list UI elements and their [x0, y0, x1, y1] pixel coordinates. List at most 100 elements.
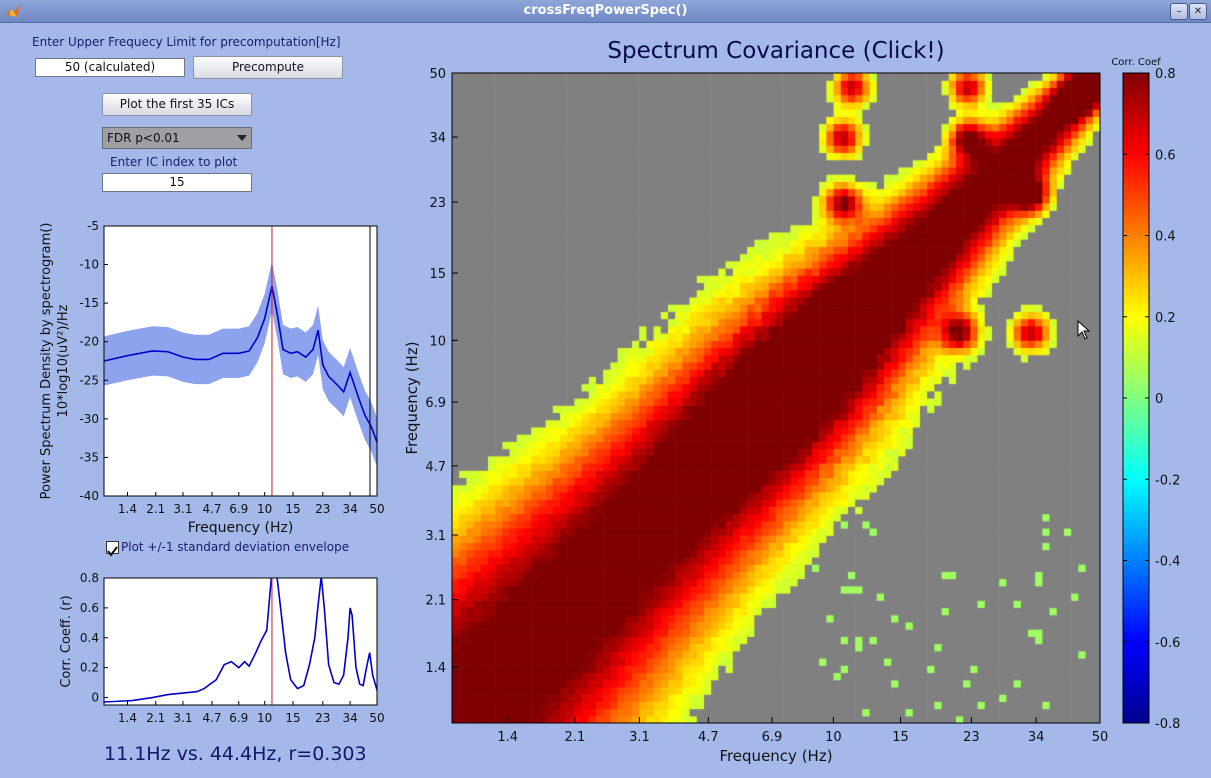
corr-x-tick-label: 2.1 — [146, 711, 165, 725]
fdr-select-value: FDR p<0.01 — [107, 131, 180, 145]
psd-plot[interactable]: 1.4 2.1 3.1 4.7 6.9 10 15 23 34 50 -5 -10 -15 -20 -25 -… — [0, 210, 395, 540]
colorbar-label: Corr. Coef — [1111, 57, 1161, 68]
heatmap-x-tick-label: 4.7 — [698, 730, 719, 745]
heatmap-y-axis-label: Frequency (Hz) — [403, 341, 421, 454]
corr-x-tick-label: 23 — [315, 711, 330, 725]
psd-y-tick-label: -20 — [79, 335, 99, 349]
psd-x-tick-label: 34 — [342, 502, 357, 516]
heatmap-y-tick-label: 3.1 — [425, 529, 446, 544]
window-title: crossFreqPowerSpec() — [523, 3, 688, 18]
heatmap-y-tick-label: 2.1 — [425, 594, 446, 609]
psd-x-tick-label: 10 — [257, 502, 272, 516]
corr-x-tick-label: 34 — [342, 711, 357, 725]
minimize-button[interactable]: – — [1170, 3, 1188, 20]
heatmap-y-tick-label: 1.4 — [425, 661, 446, 676]
heatmap-x-tick-label: 15 — [892, 730, 909, 745]
psd-y-tick-label: -15 — [79, 296, 99, 310]
corr-x-tick-label: 3.1 — [173, 711, 192, 725]
heatmap-x-tick-label: 50 — [1092, 730, 1109, 745]
psd-frame — [103, 225, 378, 497]
heatmap-x-tick-label: 3.1 — [629, 730, 650, 745]
upper-limit-input[interactable]: 50 (calculated) — [35, 58, 185, 77]
status-text: 11.1Hz vs. 44.4Hz, r=0.303 — [104, 743, 367, 765]
window-titlebar: crossFreqPowerSpec() – ✕ — [0, 0, 1211, 23]
psd-y-tick-label: -10 — [79, 258, 99, 272]
psd-y-tick-label: -40 — [79, 489, 99, 503]
corr-axes-box — [103, 577, 378, 706]
spectrum-covariance-plot[interactable]: Spectrum Covariance (Click!) 1.4 2.1 3.1 4.7… — [395, 28, 1211, 773]
corr-frame — [103, 577, 378, 706]
psd-x-axis-label: Frequency (Hz) — [188, 520, 294, 536]
psd-x-tick-label: 50 — [369, 502, 384, 516]
colorbar-tick-label: -0.4 — [1155, 555, 1180, 570]
psd-y-tick-label: -25 — [79, 373, 99, 387]
colorbar-tick-label: 0.2 — [1155, 311, 1176, 326]
heatmap-image — [452, 73, 1100, 723]
corr-series-line — [104, 578, 377, 703]
psd-x-tick-label: 3.1 — [173, 502, 192, 516]
psd-y-axis-label-1: Power Spectrum Density by spectrogram() — [39, 223, 54, 500]
heatmap-y-tick-label: 50 — [429, 67, 446, 82]
heatmap-x-tick-label: 34 — [1028, 730, 1045, 745]
psd-sd-envelope — [104, 261, 377, 467]
psd-y-tick-label: -5 — [87, 219, 99, 233]
plot-first-ics-button[interactable]: Plot the first 35 ICs — [102, 93, 252, 116]
corr-x-tick-label: 15 — [285, 711, 300, 725]
fdr-select[interactable]: FDR p<0.01 — [102, 127, 252, 149]
heatmap-x-tick-label: 2.1 — [565, 730, 586, 745]
chevron-down-icon — [237, 135, 247, 141]
corr-plot[interactable]: 1.4 2.1 3.1 4.7 6.9 10 15 23 34 50 0.8 0.6 0.4 0.2 0 Co… — [0, 560, 395, 730]
heatmap-y-tick-label: 4.7 — [425, 460, 446, 475]
psd-series-line — [103, 285, 378, 443]
upper-limit-label: Enter Upper Frequecy Limit for precomput… — [32, 35, 341, 49]
psd-x-tick-label: 4.7 — [202, 502, 221, 516]
psd-y-axis-label-2: 10*log10(uV²)/Hz — [56, 304, 71, 417]
corr-x-tick-label: 6.9 — [229, 711, 248, 725]
heatmap-canvas[interactable] — [452, 73, 1100, 723]
corr-x-tick-label: 10 — [257, 711, 272, 725]
corr-y-tick-label: 0.4 — [80, 631, 99, 645]
corr-y-tick-label: 0.6 — [80, 601, 99, 615]
heatmap-title: Spectrum Covariance (Click!) — [607, 38, 944, 64]
colorbar-tick-label: -0.8 — [1155, 717, 1180, 732]
colorbar-tick-label: 0.4 — [1155, 230, 1176, 245]
heatmap-y-tick-label: 23 — [429, 196, 446, 211]
envelope-label: Plot +/-1 standard deviation envelope — [121, 540, 350, 554]
colorbar-tick-label: 0 — [1155, 392, 1163, 407]
colorbar-tick-label: -0.6 — [1155, 636, 1180, 651]
psd-x-tick-label: 1.4 — [118, 502, 137, 516]
heatmap-x-tick-label: 6.9 — [762, 730, 783, 745]
corr-y-tick-label: 0.8 — [80, 571, 99, 585]
psd-x-tick-label: 23 — [315, 502, 330, 516]
colorbar-tick-label: -0.2 — [1155, 473, 1180, 488]
corr-x-tick-label: 1.4 — [118, 711, 137, 725]
mouse-cursor-icon — [1077, 319, 1091, 340]
close-button[interactable]: ✕ — [1189, 3, 1207, 20]
corr-x-tick-label: 50 — [369, 711, 384, 725]
corr-x-tick-label: 4.7 — [202, 711, 221, 725]
ic-index-input[interactable]: 15 — [102, 173, 252, 192]
psd-x-tick-label: 2.1 — [146, 502, 165, 516]
psd-x-tick-label: 15 — [285, 502, 300, 516]
corr-y-tick-label: 0 — [91, 691, 99, 705]
checkmark-icon — [107, 546, 118, 557]
envelope-checkbox[interactable] — [106, 541, 119, 557]
heatmap-y-tick-label: 15 — [429, 267, 446, 282]
colorbar-tick-label: 0.8 — [1155, 67, 1176, 82]
heatmap-y-tick-label: 34 — [429, 131, 446, 146]
psd-y-tick-label: -30 — [79, 412, 99, 426]
psd-x-tick-label: 6.9 — [229, 502, 248, 516]
heatmap-x-tick-label: 23 — [963, 730, 980, 745]
corr-y-axis-label: Corr. Coeff. (r) — [59, 595, 74, 687]
heatmap-y-tick-label: 6.9 — [425, 396, 446, 411]
heatmap-y-tick-label: 10 — [429, 334, 446, 349]
heatmap-x-axis-label: Frequency (Hz) — [719, 747, 832, 765]
corr-y-tick-label: 0.2 — [80, 661, 99, 675]
heatmap-x-tick-label: 1.4 — [497, 730, 518, 745]
colorbar-tick-label: 0.6 — [1155, 148, 1176, 163]
ic-index-label: Enter IC index to plot — [110, 155, 238, 169]
heatmap-x-tick-label: 10 — [825, 730, 842, 745]
precompute-button[interactable]: Precompute — [193, 56, 343, 79]
psd-y-tick-label: -35 — [79, 450, 99, 464]
matlab-app-icon — [6, 5, 20, 17]
